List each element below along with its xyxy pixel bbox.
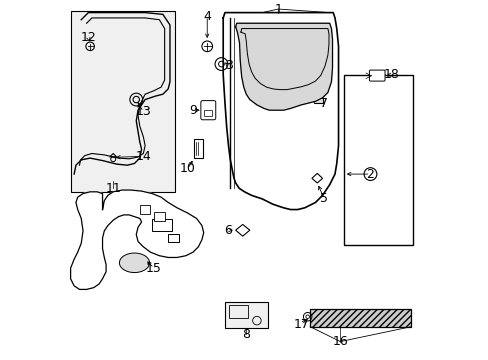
Text: 16: 16 <box>332 335 347 348</box>
Text: 12: 12 <box>81 31 96 44</box>
Bar <box>343 75 412 245</box>
Text: 2: 2 <box>366 167 374 181</box>
Text: 4: 4 <box>203 10 211 23</box>
Bar <box>224 302 267 328</box>
FancyBboxPatch shape <box>201 100 215 120</box>
Ellipse shape <box>119 253 149 273</box>
Polygon shape <box>235 23 332 110</box>
Text: 8: 8 <box>242 328 250 341</box>
Text: 6: 6 <box>224 224 232 237</box>
Text: 5: 5 <box>320 192 327 206</box>
Bar <box>70 11 175 192</box>
Text: 11: 11 <box>105 182 121 195</box>
Bar <box>228 305 247 318</box>
Text: 9: 9 <box>189 104 197 117</box>
Polygon shape <box>235 225 249 236</box>
Polygon shape <box>223 13 338 210</box>
Bar <box>194 139 203 158</box>
FancyBboxPatch shape <box>368 70 384 81</box>
Bar <box>168 234 179 242</box>
Text: 18: 18 <box>383 68 399 81</box>
Text: 13: 13 <box>135 105 151 118</box>
Text: 7: 7 <box>320 96 327 109</box>
Bar <box>152 220 171 231</box>
Text: 17: 17 <box>293 318 309 332</box>
Bar <box>309 309 410 327</box>
Bar <box>140 205 150 214</box>
Polygon shape <box>70 190 203 289</box>
Text: 10: 10 <box>180 162 195 175</box>
Bar <box>313 93 322 103</box>
Bar <box>154 212 164 221</box>
Text: 14: 14 <box>135 150 151 163</box>
Text: 1: 1 <box>274 3 282 15</box>
Bar <box>204 110 212 116</box>
Text: 3: 3 <box>224 59 232 72</box>
Polygon shape <box>311 174 322 183</box>
Text: 15: 15 <box>146 262 162 275</box>
